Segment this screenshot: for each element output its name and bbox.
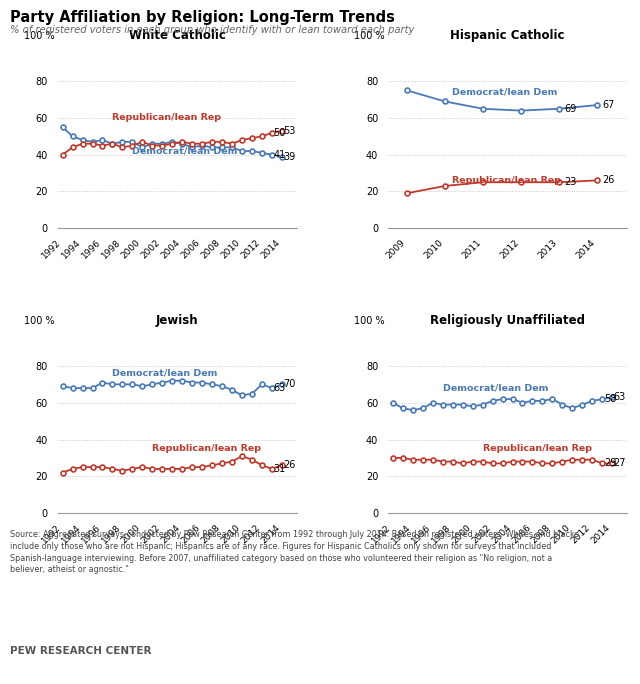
Text: 100 %: 100 % (24, 31, 54, 41)
Text: Democrat/lean Dem: Democrat/lean Dem (452, 88, 558, 96)
Text: 70: 70 (284, 380, 296, 389)
Text: Republican/lean Rep: Republican/lean Rep (152, 444, 261, 453)
Text: Democrat/lean Dem: Democrat/lean Dem (443, 384, 548, 393)
Text: 100 %: 100 % (24, 315, 54, 326)
Text: Source: Aggregated surveys conducted by Pew Research Center from 1992 through Ju: Source: Aggregated surveys conducted by … (10, 530, 579, 575)
Text: Republican/lean Rep: Republican/lean Rep (483, 444, 591, 453)
Text: 29: 29 (604, 458, 616, 469)
Text: 41: 41 (273, 150, 285, 159)
Text: Democrat/lean Dem: Democrat/lean Dem (132, 146, 238, 155)
Text: 23: 23 (564, 177, 577, 187)
Text: 100 %: 100 % (355, 315, 385, 326)
Text: 69: 69 (564, 104, 577, 114)
Text: 53: 53 (284, 126, 296, 136)
Text: 50: 50 (273, 128, 286, 137)
Text: Republican/lean Rep: Republican/lean Rep (452, 176, 561, 185)
Text: 63: 63 (614, 392, 626, 402)
Text: 58: 58 (604, 394, 616, 404)
Text: 27: 27 (614, 458, 626, 469)
Text: 26: 26 (602, 175, 615, 185)
Text: 39: 39 (284, 152, 296, 161)
Title: Hispanic Catholic: Hispanic Catholic (451, 29, 564, 42)
Text: % of registered voters in each group who identify with or lean toward each party: % of registered voters in each group who… (10, 25, 414, 36)
Text: 100 %: 100 % (355, 31, 385, 41)
Text: Republican/lean Rep: Republican/lean Rep (113, 114, 221, 122)
Text: 63: 63 (273, 383, 285, 393)
Title: Jewish: Jewish (156, 314, 198, 327)
Text: 31: 31 (273, 464, 285, 474)
Text: 26: 26 (284, 460, 296, 470)
Text: PEW RESEARCH CENTER: PEW RESEARCH CENTER (10, 646, 151, 657)
Text: Democrat/lean Dem: Democrat/lean Dem (113, 369, 218, 378)
Title: Religiously Unaffiliated: Religiously Unaffiliated (430, 314, 585, 327)
Text: 67: 67 (602, 100, 615, 110)
Title: White Catholic: White Catholic (129, 29, 226, 42)
Text: Party Affiliation by Religion: Long-Term Trends: Party Affiliation by Religion: Long-Term… (10, 10, 394, 25)
